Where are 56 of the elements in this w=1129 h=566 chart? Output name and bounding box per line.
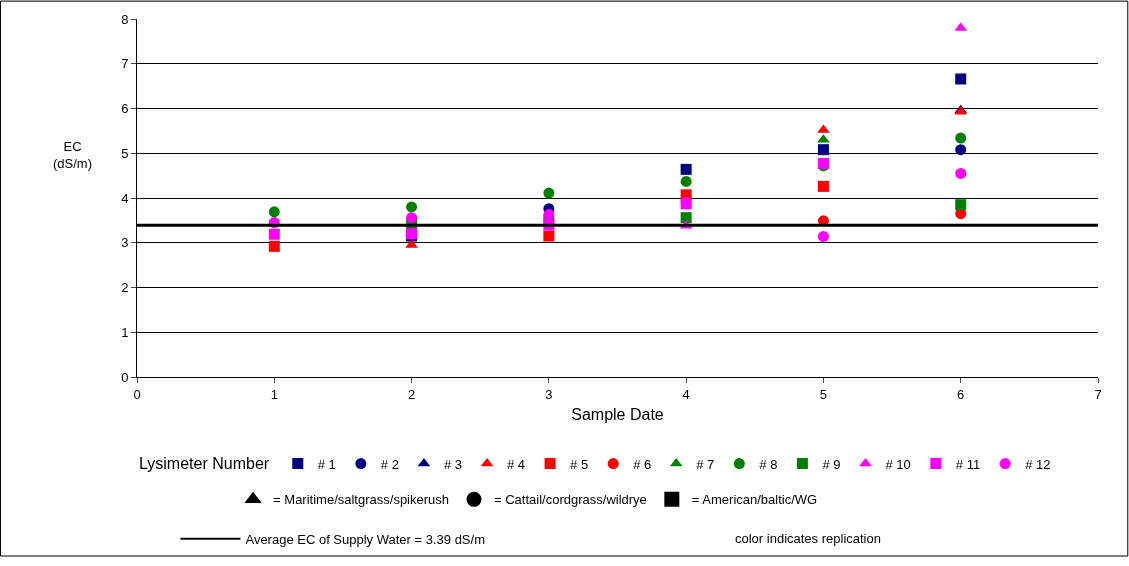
legend-label: # 12 <box>1025 456 1051 472</box>
point <box>406 212 418 224</box>
point <box>817 230 829 242</box>
y-tick-label: 3 <box>121 235 129 251</box>
legend-label: # 4 <box>507 456 526 472</box>
legend-label: # 9 <box>822 456 841 472</box>
point <box>955 73 967 85</box>
legend-label: = Cattail/cordgrass/wildrye <box>494 492 647 508</box>
point <box>955 132 967 144</box>
point <box>680 212 692 224</box>
x-tick-label: 5 <box>819 386 828 402</box>
y-axis-title: EC (dS/m) <box>53 139 92 171</box>
legend-label: = American/baltic/WG <box>691 492 818 508</box>
x-tick-label: 0 <box>133 386 141 402</box>
y-tick-label: 7 <box>121 56 129 72</box>
legend-label: # 1 <box>317 456 336 472</box>
point <box>817 144 829 156</box>
x-tick-label: 7 <box>1094 386 1102 402</box>
y-tick-label: 5 <box>121 145 129 161</box>
legend-label: # 2 <box>380 456 399 472</box>
x-tick-label: 6 <box>957 386 965 402</box>
y-tick-label: 6 <box>121 101 129 117</box>
legend-label: # 6 <box>633 456 652 472</box>
legend-label: # 8 <box>759 456 778 472</box>
point <box>406 201 418 213</box>
legend-label: # 10 <box>885 456 911 472</box>
x-tick-label: 4 <box>682 386 690 402</box>
legend-label: Average EC of Supply Water = 3.39 dS/m <box>245 531 485 547</box>
y-tick-label: 4 <box>121 190 129 206</box>
point <box>543 230 555 242</box>
point <box>680 163 692 175</box>
point <box>268 228 280 240</box>
text: color indicates replication <box>735 531 881 546</box>
x-axis-title: Sample Date <box>571 406 664 424</box>
point <box>680 175 692 187</box>
x-tick-label: 2 <box>407 386 416 402</box>
point <box>955 144 967 156</box>
y-tick-label: 2 <box>121 280 129 296</box>
point <box>268 206 280 218</box>
y-tick-label: 0 <box>121 369 129 385</box>
point <box>955 199 967 211</box>
y-tick-label: 8 <box>121 11 129 27</box>
point <box>543 187 555 199</box>
y-tick-label: 1 <box>121 324 129 340</box>
legend-label: # 5 <box>570 456 589 472</box>
legend-label: # 7 <box>696 456 715 472</box>
point <box>955 167 967 179</box>
point <box>817 180 829 192</box>
legend-label: # 11 <box>955 456 981 472</box>
x-tick-label: 3 <box>545 386 553 402</box>
point <box>268 240 280 252</box>
legend-title: Lysimeter Number <box>139 455 270 473</box>
point <box>543 209 555 221</box>
x-tick-label: 1 <box>270 386 278 402</box>
legend-label: = Maritime/saltgrass/spikerush <box>273 492 450 508</box>
legend-label: # 3 <box>443 456 463 472</box>
